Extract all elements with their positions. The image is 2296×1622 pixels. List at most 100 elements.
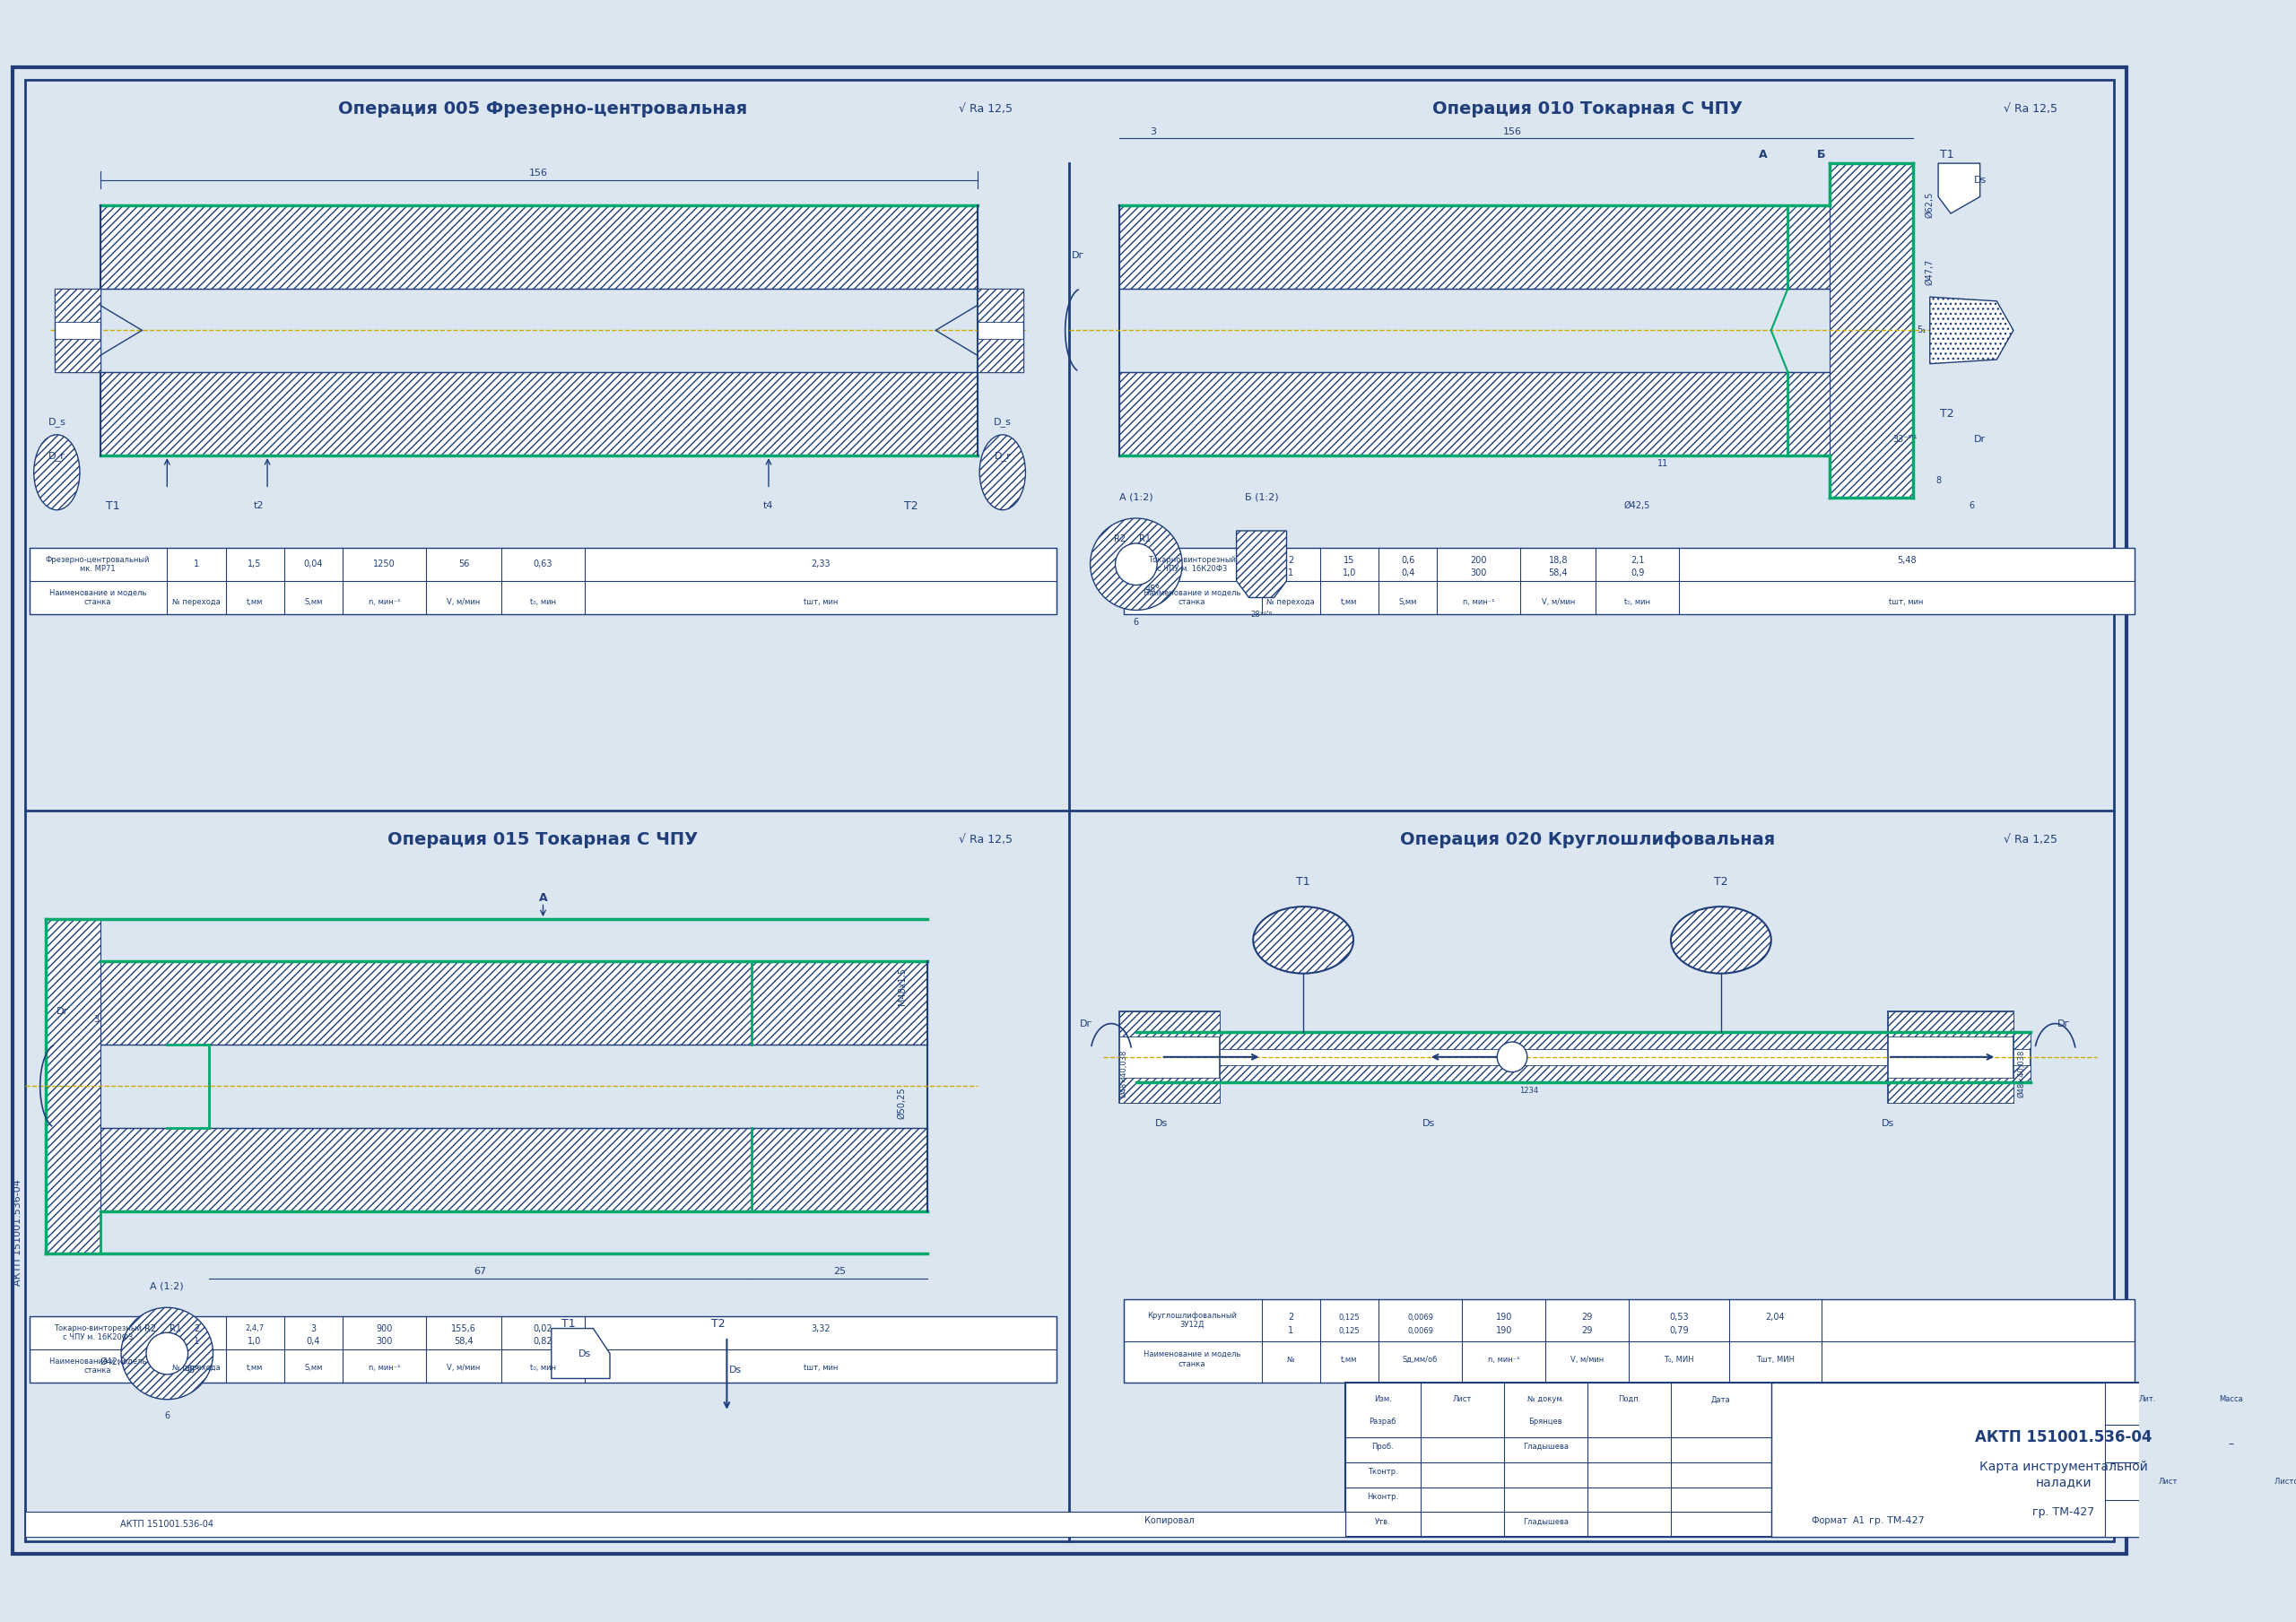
Text: Операция 005 Фрезерно-центровальная: Операция 005 Фрезерно-центровальная [338,101,748,117]
Text: 29: 29 [1582,1327,1593,1335]
Text: T1: T1 [560,1319,574,1330]
Text: 45°: 45° [1146,586,1159,594]
Text: 6: 6 [1970,501,1975,511]
Text: Наименование и модель
станка: Наименование и модель станка [48,1358,147,1375]
Text: V, м/мин: V, м/мин [448,1364,480,1372]
Text: №: № [1286,1356,1295,1364]
Text: Dг: Dг [55,1007,69,1015]
Text: 2: 2 [1288,556,1293,564]
Text: t,мм: t,мм [246,1364,264,1372]
Bar [1137,1032,2030,1082]
Circle shape [147,1333,188,1374]
Text: Формат  А1: Формат А1 [1812,1517,1864,1525]
Text: Ds: Ds [1883,1119,1894,1129]
Text: Ø62,5: Ø62,5 [1926,191,1933,219]
Bar [1345,1382,2296,1538]
Text: Dг: Dг [1072,251,1084,260]
Text: 190: 190 [1495,1314,1513,1322]
Text: Операция 010 Токарная С ЧПУ: Операция 010 Токарная С ЧПУ [1433,101,1743,117]
Text: 1: 1 [193,1337,200,1345]
Text: Утв.: Утв. [1375,1518,1391,1526]
Text: 33⁻⁰'¹: 33⁻⁰'¹ [1892,435,1917,443]
Text: Наименование и модель
станка: Наименование и модель станка [1143,1351,1240,1367]
Text: t4: t4 [765,501,774,511]
Bar [55,289,101,371]
Bar [1120,1011,1219,1103]
Text: 0,63: 0,63 [533,560,553,569]
Text: 0,0069: 0,0069 [1407,1314,1433,1322]
Text: 6: 6 [1134,618,1139,628]
Bar [1887,1079,2014,1103]
Bar [30,1315,1056,1382]
Text: Операция 020 Круглошлифовальная: Операция 020 Круглошлифовальная [1401,832,1775,848]
Bar [1120,1011,1219,1036]
Text: № докум.: № докум. [1527,1395,1564,1403]
Text: n, мин⁻¹: n, мин⁻¹ [1463,599,1495,605]
Text: 2,04: 2,04 [1766,1314,1784,1322]
Bar [55,339,101,371]
Polygon shape [1931,297,2014,363]
Text: 5₁: 5₁ [1917,326,1926,334]
Text: Операция 015 Токарная С ЧПУ: Операция 015 Токарная С ЧПУ [388,832,698,848]
Bar [1830,164,1913,498]
Bar [30,548,1056,615]
Polygon shape [1238,530,1286,597]
Text: 2,1: 2,1 [1630,556,1644,564]
Text: Ø48×40,038: Ø48×40,038 [1120,1049,1127,1098]
Text: Б (1:2): Б (1:2) [1244,493,1279,501]
Text: гр. ТМ-427: гр. ТМ-427 [1869,1517,1924,1525]
Text: Тконтр.: Тконтр. [1368,1468,1398,1476]
Text: Sд,мм/об: Sд,мм/об [1403,1356,1437,1364]
Polygon shape [551,1328,611,1379]
Text: 1,0: 1,0 [248,1337,262,1345]
Text: 0,4: 0,4 [305,1337,319,1345]
Text: 0,0069: 0,0069 [1407,1327,1433,1335]
Text: АКТП 151001.536-04: АКТП 151001.536-04 [1975,1429,2151,1445]
Text: 1234: 1234 [1520,1087,1538,1095]
Polygon shape [1938,164,1979,214]
Text: S,мм: S,мм [1398,599,1417,605]
Text: D_s: D_s [994,417,1013,427]
Bar [1120,1079,1219,1103]
Text: М48х1,5: М48х1,5 [898,967,907,1004]
Circle shape [122,1307,214,1400]
Text: n, мин⁻¹: n, мин⁻¹ [367,1364,400,1372]
Text: Ds: Ds [1155,1119,1169,1129]
Text: Копировал: Копировал [1146,1517,1194,1525]
Text: T2: T2 [905,500,918,511]
Text: АКТП 151001.536-04: АКТП 151001.536-04 [119,1520,214,1530]
Text: 56: 56 [459,560,468,569]
Text: V, м/мин: V, м/мин [448,599,480,605]
Text: 1,0: 1,0 [1343,568,1357,577]
Text: tшт, мин: tшт, мин [804,1364,838,1372]
Text: 900: 900 [377,1324,393,1333]
Bar [55,289,101,323]
Text: t,мм: t,мм [246,599,264,605]
Text: Dг: Dг [2057,1019,2071,1028]
Bar [1770,1382,2296,1538]
Bar [25,1512,1345,1538]
Text: n, мин⁻¹: n, мин⁻¹ [1488,1356,1520,1364]
Text: 28⁺⁰'⁶: 28⁺⁰'⁶ [1251,610,1272,618]
Text: 300: 300 [377,1337,393,1345]
Bar [1123,1299,2135,1382]
Text: Листов  1: Листов 1 [2275,1478,2296,1486]
Text: Лист: Лист [2158,1478,2177,1486]
Bar [1137,1066,2030,1082]
Bar [1120,371,1913,456]
Circle shape [1091,519,1182,610]
Text: Ds: Ds [1975,175,1986,185]
Text: Наименование и модель
станка: Наименование и модель станка [48,589,147,607]
Text: 190: 190 [1495,1327,1513,1335]
Text: Ø42,0: Ø42,0 [99,1358,126,1366]
Text: V, м/мин: V, м/мин [1570,1356,1605,1364]
Text: Гладышева: Гладышева [1522,1518,1568,1526]
Text: Ds: Ds [1421,1119,1435,1129]
Text: T₀, МИН: T₀, МИН [1665,1356,1694,1364]
Text: T2: T2 [712,1319,726,1330]
Bar [1123,548,2135,615]
Text: D_s: D_s [48,417,67,427]
Bar [978,339,1024,371]
Text: 0,02: 0,02 [533,1324,553,1333]
Text: t2: t2 [255,501,264,511]
